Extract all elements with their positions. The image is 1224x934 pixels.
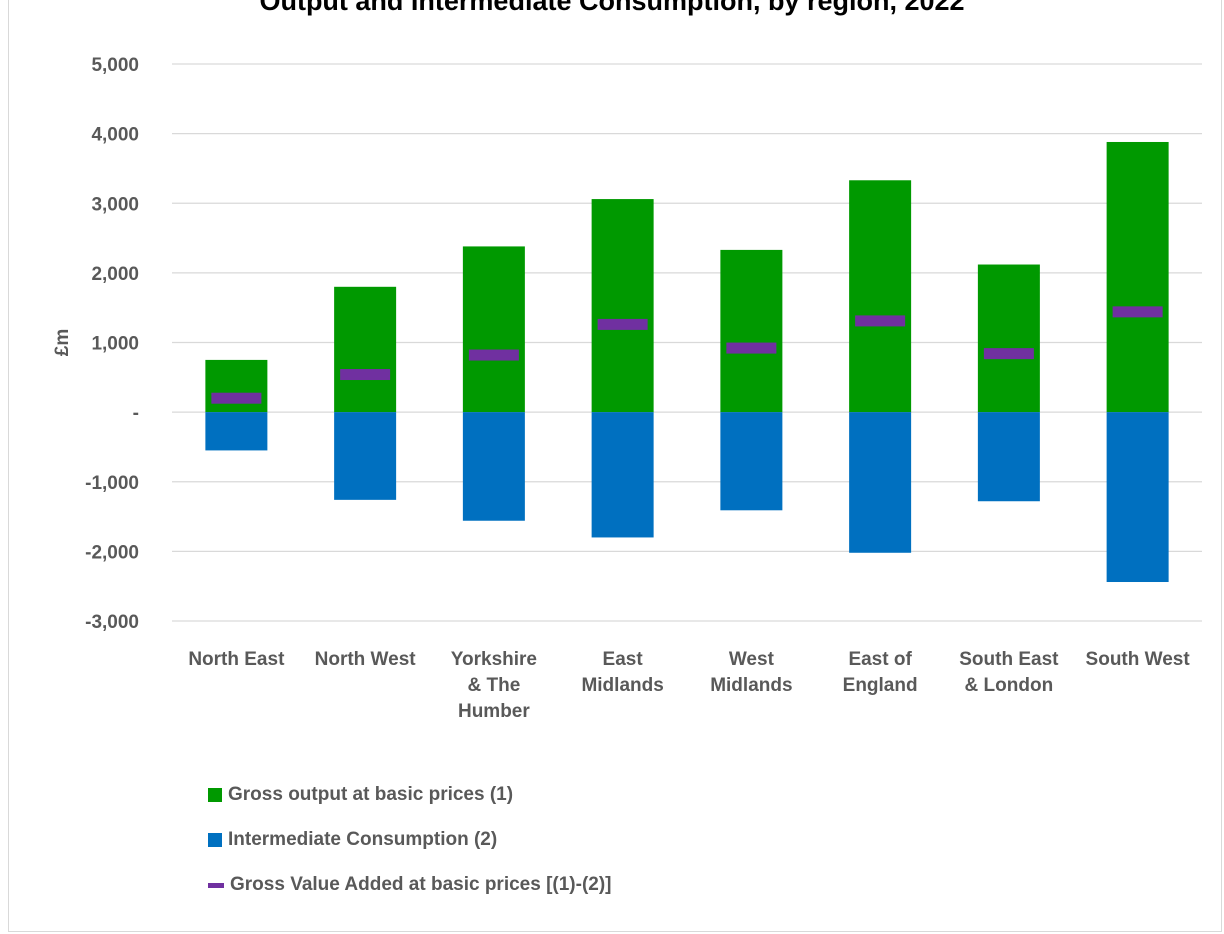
category-label: East of England (843, 649, 918, 696)
legend-swatch (208, 833, 222, 847)
bar (720, 412, 783, 511)
bar (462, 412, 525, 521)
bar (849, 180, 912, 413)
y-tick-label: -2,000 (85, 542, 139, 563)
y-tick-labels: 5,000 4,000 3,000 2,000 1,000 - -1,000 -2,000 -3… (85, 55, 139, 633)
y-tick-label: -3,000 (85, 612, 139, 633)
gva-marker (855, 315, 906, 327)
legend-swatch (208, 788, 222, 802)
y-tick-label: 1,000 (91, 334, 139, 355)
category-label: North West (315, 649, 417, 670)
chart-frame (8, 0, 1222, 932)
y-tick-label: 2,000 (91, 264, 139, 285)
bar (591, 412, 654, 538)
chart-plot: 5,000 4,000 3,000 2,000 1,000 - -1,000 -2,000 -3… (52, 55, 1202, 722)
category-label: North East (188, 649, 285, 670)
legend-item: Gross output at basic prices (1) (208, 781, 513, 809)
y-tick-label: 3,000 (91, 194, 139, 215)
category-labels: North East North West Yorkshire & The Humber… (188, 649, 1190, 722)
y-tick-label: -1,000 (85, 473, 139, 494)
y-tick-label: - (133, 403, 139, 424)
legend-label: Gross Value Added at basic prices [(1)-(… (230, 874, 612, 895)
legend-line-marker (208, 882, 224, 888)
y-tick-label: 4,000 (91, 125, 139, 146)
bar (720, 249, 783, 413)
bar (205, 412, 268, 451)
category-label: East Midlands (581, 649, 663, 696)
bar (1106, 412, 1169, 583)
gva-marker (340, 369, 391, 381)
category-label: West Midlands (710, 649, 792, 696)
legend-item: Intermediate Consumption (2) (208, 826, 497, 854)
category-label: Yorkshire & The Humber (451, 649, 537, 722)
gva-marker (1112, 306, 1163, 318)
bar (205, 359, 268, 413)
category-label: South West (1086, 649, 1191, 670)
legend-item: Gross Value Added at basic prices [(1)-(… (208, 871, 612, 899)
bar (1106, 141, 1169, 413)
gva-markers (211, 306, 1163, 404)
bar (977, 412, 1040, 502)
category-label: South East & London (959, 649, 1059, 696)
legend-label: Intermediate Consumption (2) (228, 829, 498, 850)
gva-marker (597, 318, 648, 330)
gva-marker (211, 392, 262, 404)
bar (849, 412, 912, 553)
bars (205, 141, 1169, 583)
bar (591, 199, 654, 413)
y-tick-label: 5,000 (91, 55, 139, 76)
y-axis-label: £m (52, 329, 73, 356)
chart-title: Output and Intermediate Consumption, by … (259, 0, 965, 16)
bar (334, 412, 397, 500)
bar (977, 264, 1040, 413)
legend-label: Gross output at basic prices (1) (228, 784, 514, 805)
gva-marker (983, 348, 1034, 360)
bar (462, 246, 525, 413)
bar (334, 286, 397, 413)
gva-marker (726, 342, 777, 354)
gva-marker (468, 349, 519, 361)
gridlines (172, 63, 1202, 622)
